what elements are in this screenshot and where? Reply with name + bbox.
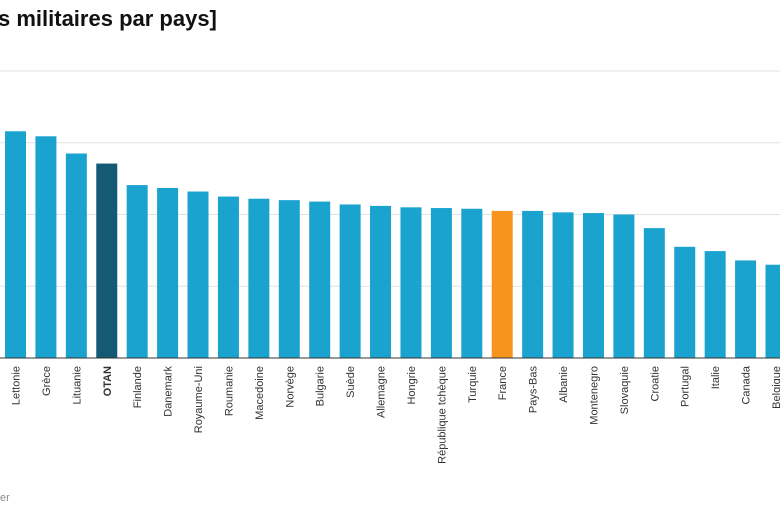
category-label: Portugal <box>680 366 692 407</box>
category-label: Norvège <box>284 366 296 408</box>
bar-macedoine <box>248 198 270 358</box>
category-label: République tchèque <box>436 366 448 464</box>
category-label: Finlande <box>132 366 144 408</box>
bar-belgique <box>765 264 780 358</box>
category-label: Allemagne <box>376 366 388 418</box>
category-label: Montenegro <box>588 366 600 425</box>
category-label: Roumanie <box>223 366 235 416</box>
bar-otan <box>96 163 118 358</box>
bar-croatie <box>643 228 665 358</box>
bar-italie <box>704 251 726 358</box>
bar-lituanie <box>65 153 87 358</box>
category-label: Suède <box>345 366 357 398</box>
category-label: Danemark <box>163 366 175 417</box>
bar-albanie <box>552 212 574 358</box>
source-footer: er <box>0 492 10 504</box>
bar-france <box>491 210 513 358</box>
bar-turquie <box>461 208 483 358</box>
category-label: Grèce <box>41 366 53 396</box>
category-label: Royaume-Uni <box>193 366 205 433</box>
bar-bulgarie <box>309 201 331 358</box>
bar-roumanie <box>217 196 239 358</box>
category-label: Lettonie <box>11 366 23 405</box>
category-label: Croatie <box>649 366 661 401</box>
category-label: Turquie <box>467 366 479 403</box>
category-labels: Lettonie Grèce Lituanie OTAN Finlande Danemar… <box>11 365 780 464</box>
category-label: Hongrie <box>406 366 418 405</box>
category-label: Bulgarie <box>315 366 327 406</box>
bar-hongrie <box>400 207 422 358</box>
bar-r-publique-tch-que <box>430 208 452 358</box>
bar-slovaquie <box>613 214 635 358</box>
category-label: OTAN <box>102 366 114 396</box>
bar-norv-ge <box>278 200 300 358</box>
category-label: France <box>497 366 509 400</box>
bar-montenegro <box>582 213 604 358</box>
bar-allemagne <box>370 205 392 358</box>
bar-pays-bas <box>522 210 544 358</box>
category-label: Slovaquie <box>619 366 631 414</box>
bar-portugal <box>674 246 696 358</box>
chart-title: s militaires par pays] <box>0 6 217 31</box>
category-label: Albanie <box>558 366 570 403</box>
category-label: Canada <box>741 365 753 404</box>
bar-finlande <box>126 185 148 358</box>
category-label: Pays-Bas <box>528 366 540 414</box>
bar-royaume-uni <box>187 191 209 358</box>
bar-canada <box>735 260 757 358</box>
category-label: Lituanie <box>71 366 83 405</box>
category-label: Belgique <box>771 366 780 409</box>
bar-su-de <box>339 204 361 358</box>
category-label: Macedoine <box>254 366 266 420</box>
bar-danemark <box>157 187 179 358</box>
bars <box>5 131 780 358</box>
bar-lettonie <box>5 131 26 358</box>
bar-gr-ce <box>35 136 57 358</box>
category-label: Italie <box>710 366 722 389</box>
